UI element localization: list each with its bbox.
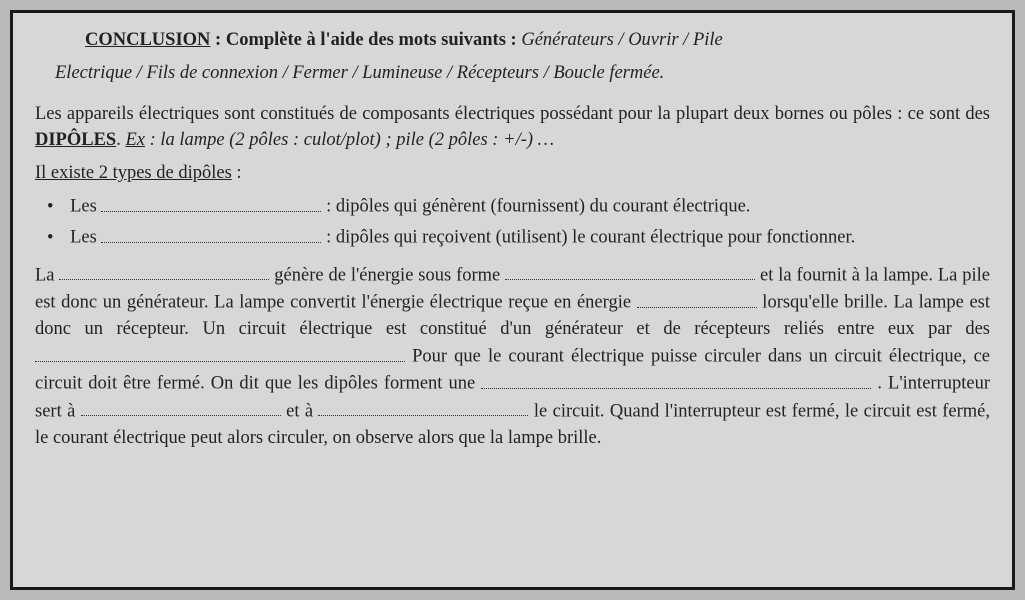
li2-suffix: : dipôles qui reçoivent (utilisent) le c…: [321, 228, 855, 248]
dipole-types-list: Les : dipôles qui génèrent (fournissent)…: [47, 193, 990, 252]
dipoles-term: DIPÔLES: [35, 130, 116, 150]
blank-input[interactable]: [101, 224, 321, 243]
intro-text-b: : la lampe (2 pôles : culot/plot) ; pile…: [145, 130, 554, 150]
blank-input[interactable]: [35, 343, 405, 362]
header-line-1: CONCLUSION : Complète à l'aide des mots …: [85, 27, 990, 54]
word-bank-line1: Générateurs / Ouvrir / Pile: [521, 30, 722, 50]
body-seg-2: génère de l'énergie sous forme: [269, 265, 505, 285]
word-bank-line2: Electrique / Fils de connexion / Fermer …: [55, 63, 664, 83]
subheading-text: Il existe 2 types de dipôles: [35, 163, 232, 183]
example-label: Ex: [125, 130, 145, 150]
body-seg-1: La: [35, 265, 59, 285]
blank-input[interactable]: [505, 262, 755, 281]
body-paragraph: La génère de l'énergie sous forme et la …: [35, 262, 990, 452]
li2-prefix: Les: [70, 228, 101, 248]
li1-prefix: Les: [70, 197, 101, 217]
list-item: Les : dipôles qui reçoivent (utilisent) …: [47, 224, 990, 251]
subheading-colon: :: [232, 163, 242, 183]
worksheet-frame: CONCLUSION : Complète à l'aide des mots …: [10, 10, 1015, 590]
conclusion-label: CONCLUSION: [85, 30, 210, 50]
header-line-2: Electrique / Fils de connexion / Fermer …: [55, 60, 990, 87]
intro-text-a: Les appareils électriques sont constitué…: [35, 104, 990, 124]
body-seg-7: et à: [281, 401, 319, 421]
blank-input[interactable]: [637, 289, 757, 308]
blank-input[interactable]: [481, 370, 871, 389]
blank-input[interactable]: [81, 398, 281, 417]
subheading-line: Il existe 2 types de dipôles :: [35, 160, 990, 187]
instruction-text: : Complète à l'aide des mots suivants :: [210, 30, 521, 50]
blank-input[interactable]: [318, 398, 528, 417]
li1-suffix: : dipôles qui génèrent (fournissent) du …: [321, 197, 750, 217]
blank-input[interactable]: [59, 262, 269, 281]
list-item: Les : dipôles qui génèrent (fournissent)…: [47, 193, 990, 220]
blank-input[interactable]: [101, 193, 321, 212]
intro-paragraph: Les appareils électriques sont constitué…: [35, 101, 990, 155]
